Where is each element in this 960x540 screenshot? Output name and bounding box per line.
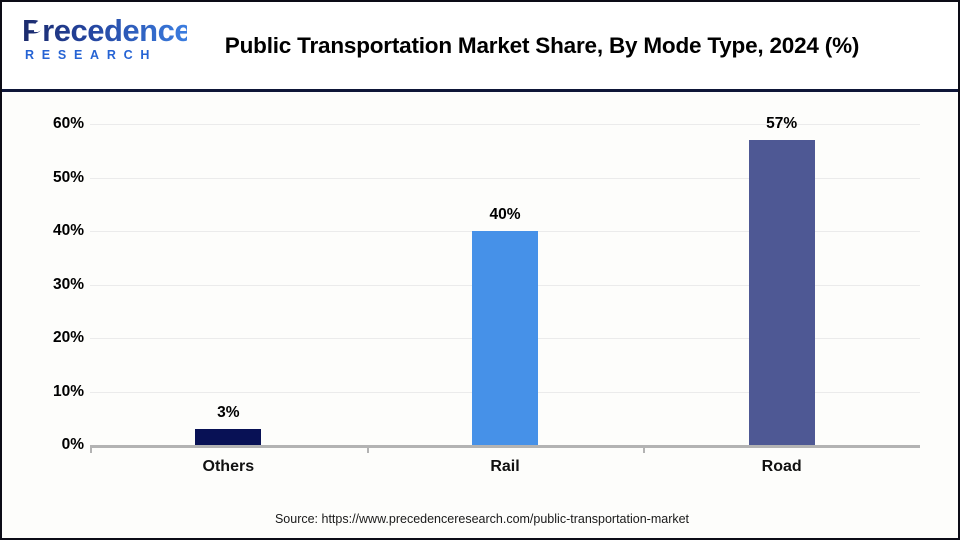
chart-title: Public Transportation Market Share, By M… — [224, 32, 860, 58]
y-axis-label-10%: 10% — [52, 382, 84, 400]
bar-others — [195, 428, 262, 445]
category-label-road: Road — [761, 458, 802, 475]
y-axis-label-60%: 60% — [52, 115, 84, 132]
y-axis-label-0%: 0% — [61, 436, 84, 453]
header: Precedence RESEARCH Public Transportatio… — [2, 2, 958, 89]
logo-sub-text: RESEARCH — [25, 48, 158, 62]
bar-road — [748, 140, 815, 445]
category-label-rail: Rail — [490, 458, 520, 475]
y-axis-label-20%: 20% — [52, 329, 84, 346]
category-label-others: Others — [202, 458, 255, 475]
data-label-rail: 40% — [489, 206, 521, 223]
header-divider — [2, 89, 958, 92]
x-axis-line — [90, 445, 920, 448]
x-axis-tick-0 — [90, 447, 92, 453]
x-axis-tick-2 — [643, 447, 646, 453]
y-axis-label-30%: 30% — [52, 275, 84, 293]
x-axis-tick-1 — [366, 447, 369, 453]
y-axis-label-40%: 40% — [52, 222, 84, 239]
y-axis-label-50%: 50% — [52, 168, 84, 186]
source-text: Source: https://www.precedenceresearch.c… — [274, 512, 690, 526]
gridline-50 — [90, 177, 920, 179]
precedence-research-logo: Precedence RESEARCH — [22, 13, 192, 62]
chart-canvas: Source: https://www.precedenceresearch.c… — [2, 92, 958, 538]
gridline-60 — [90, 124, 920, 125]
bar-rail — [472, 231, 538, 445]
data-label-road: 57% — [766, 115, 798, 133]
data-label-others: 3% — [217, 403, 240, 421]
logo-brand-text: Precedence — [22, 13, 192, 48]
